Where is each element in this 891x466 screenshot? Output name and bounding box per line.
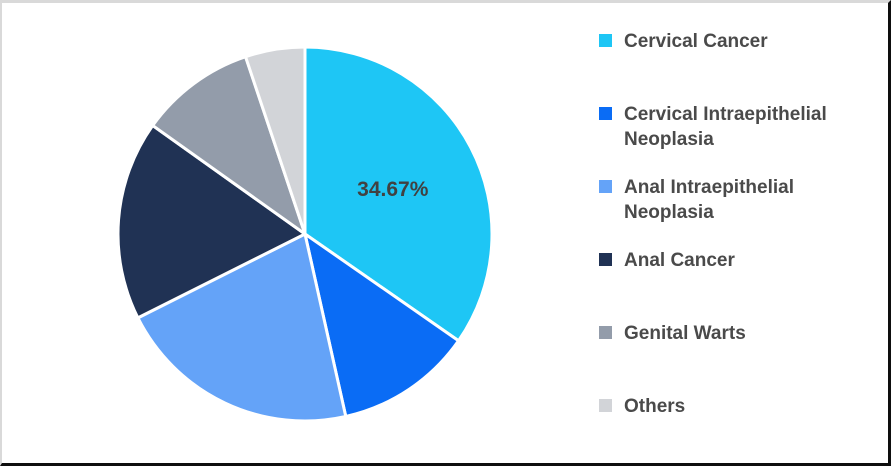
pie-slice-2 <box>136 232 348 423</box>
legend-swatch-cervical-cancer <box>599 34 612 47</box>
legend-swatch-cervical-intraepithelial-neoplasia <box>599 107 612 120</box>
legend-label-anal-intraepithelial-neoplasia: Anal Intraepithelial Neoplasia <box>624 177 794 223</box>
pie-chart: 34.67% <box>2 3 583 463</box>
pie-slice-4 <box>151 55 307 236</box>
pie-data-label: 34.67% <box>357 178 429 201</box>
legend-swatch-anal-cancer <box>599 253 612 266</box>
legend-swatch-genital-warts <box>599 326 612 339</box>
legend-item-anal-intraepithelial-neoplasia: Anal Intraepithelial Neoplasia <box>599 175 865 248</box>
legend-label-genital-warts: Genital Warts <box>624 323 746 344</box>
legend-swatch-others <box>599 399 612 412</box>
legend-label-cervical-cancer: Cervical Cancer <box>624 31 768 52</box>
pie-slice-0 <box>303 45 494 343</box>
legend-item-others: Others <box>599 394 865 463</box>
pie-chart-svg: 34.67% <box>116 45 494 423</box>
pie-slice-1 <box>303 232 461 418</box>
legend: Cervical Cancer Cervical Intraepithelial… <box>599 29 865 463</box>
legend-item-cervical-intraepithelial-neoplasia: Cervical Intraepithelial Neoplasia <box>599 102 865 175</box>
legend-label-anal-cancer: Anal Cancer <box>624 250 735 271</box>
legend-label-others: Others <box>624 396 686 417</box>
pie-slice-3 <box>116 124 307 320</box>
legend-item-anal-cancer: Anal Cancer <box>599 248 865 321</box>
legend-item-genital-warts: Genital Warts <box>599 321 865 394</box>
legend-item-cervical-cancer: Cervical Cancer <box>599 29 865 102</box>
pie-slice-5 <box>244 45 307 236</box>
legend-swatch-anal-intraepithelial-neoplasia <box>599 180 612 193</box>
legend-label-cervical-intraepithelial-neoplasia: Cervical Intraepithelial Neoplasia <box>624 104 827 150</box>
